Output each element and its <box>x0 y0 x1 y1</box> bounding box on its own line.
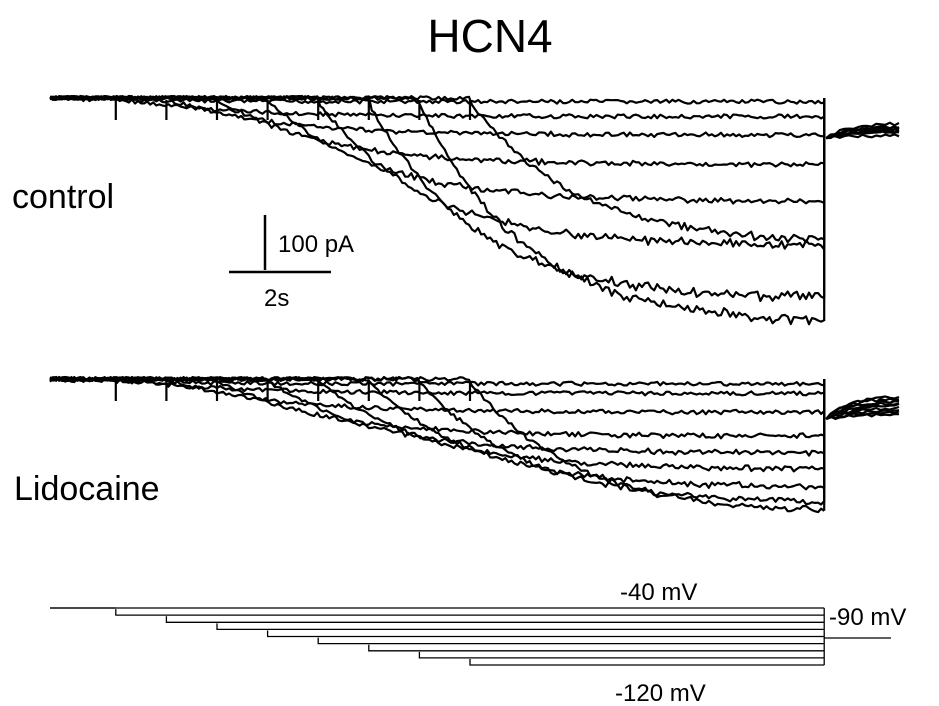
trace-control-step-4 <box>49 95 900 168</box>
trace-control-step-8 <box>49 94 900 326</box>
trace-control-step-3 <box>49 94 900 140</box>
voltage-label-bottom: -120 mV <box>615 680 706 706</box>
panel-label-lidocaine: Lidocaine <box>14 470 160 508</box>
trace-lidocaine-step-3 <box>49 376 900 420</box>
trace-control-step-9 <box>49 94 900 244</box>
trace-control-step-5 <box>49 95 900 205</box>
voltage-label-top: -40 mV <box>620 579 697 606</box>
control-traces <box>49 94 900 326</box>
voltage-label-holding: -90 mV <box>829 604 906 631</box>
trace-lidocaine-step-4 <box>49 375 900 440</box>
figure-title: HCN4 <box>427 10 552 62</box>
protocol-step-6 <box>317 637 825 645</box>
panel-label-control: control <box>12 178 114 216</box>
protocol-step-8 <box>418 651 825 659</box>
trace-lidocaine-step-8 <box>49 375 900 506</box>
scale-bar: 100 pA 2s <box>229 215 354 312</box>
protocol-step-9 <box>469 659 825 666</box>
trace-control-step-7 <box>50 95 900 303</box>
trace-lidocaine-step-7 <box>49 376 900 491</box>
protocol-step-4 <box>216 623 825 631</box>
voltage-protocol <box>50 607 891 666</box>
trace-lidocaine-step-9 <box>49 375 900 514</box>
trace-lidocaine-step-2 <box>49 376 900 420</box>
protocol-step-2 <box>115 609 825 616</box>
protocol-return-to-holding <box>823 608 891 665</box>
protocol-step-7 <box>368 644 825 652</box>
trace-control-step-2 <box>49 95 900 140</box>
scale-bar-current-label: 100 pA <box>278 231 354 258</box>
protocol-step-3 <box>165 616 825 623</box>
trace-lidocaine-step-6 <box>49 375 900 473</box>
scale-bar-time-label: 2s <box>264 285 289 312</box>
trace-control-step-6 <box>49 94 900 251</box>
protocol-step-5 <box>266 630 825 638</box>
lidocaine-traces <box>49 375 900 514</box>
